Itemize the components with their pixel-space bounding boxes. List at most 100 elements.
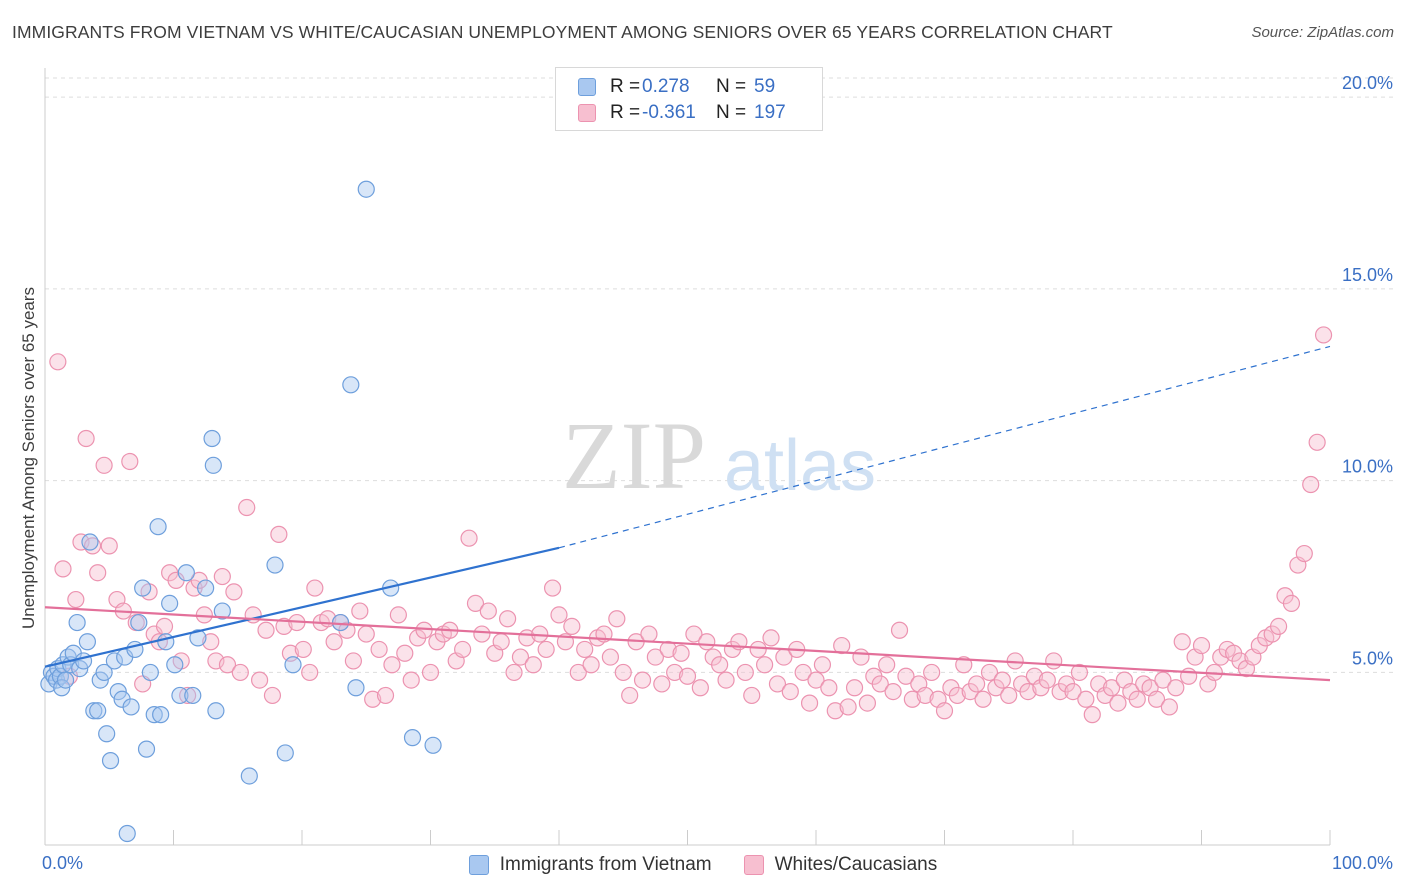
point-whites: [466, 594, 485, 612]
point-vietnam: [166, 656, 184, 674]
r-value: -0.361: [642, 102, 696, 123]
point-whites: [1192, 636, 1211, 655]
point-whites: [460, 529, 478, 547]
watermark-zip: ZIP: [562, 402, 706, 509]
point-whites: [95, 456, 113, 474]
point-whites: [270, 525, 288, 543]
point-whites: [370, 640, 388, 659]
point-whites: [1147, 690, 1166, 708]
r-label: R =: [610, 76, 641, 97]
point-whites: [691, 679, 709, 697]
point-whites: [878, 656, 896, 674]
point-vietnam: [357, 180, 375, 198]
point-whites: [608, 610, 626, 628]
point-vietnam: [157, 633, 175, 651]
point-whites: [781, 682, 799, 701]
point-vietnam: [184, 686, 202, 705]
point-whites: [89, 564, 107, 582]
axes: [44, 68, 1331, 846]
point-vietnam: [240, 767, 258, 785]
point-whites: [717, 671, 735, 689]
point-vietnam: [89, 702, 107, 720]
point-whites: [479, 602, 497, 620]
point-whites: [389, 606, 407, 624]
point-whites: [473, 625, 491, 643]
point-whites: [916, 686, 934, 705]
point-whites: [1038, 671, 1056, 689]
y-tick-label: 15.0%: [1342, 265, 1393, 285]
point-whites: [755, 656, 774, 674]
point-whites: [1064, 682, 1082, 701]
point-vietnam: [137, 740, 156, 758]
point-whites: [813, 656, 832, 674]
point-whites: [67, 590, 85, 609]
point-whites: [582, 656, 600, 674]
point-whites: [1083, 706, 1101, 724]
point-whites: [325, 633, 343, 651]
point-vietnam: [130, 613, 148, 632]
source-label: Source: ZipAtlas.com: [1251, 24, 1394, 41]
point-whites: [659, 640, 677, 659]
y-tick-label: 5.0%: [1352, 648, 1393, 668]
point-whites: [1308, 433, 1326, 451]
point-whites: [749, 640, 767, 659]
point-whites: [820, 679, 838, 697]
point-whites: [839, 698, 857, 716]
point-whites: [1314, 326, 1333, 344]
legend-item-whites[interactable]: Whites/Caucasians: [743, 854, 937, 876]
point-whites: [614, 663, 632, 682]
point-whites: [155, 617, 174, 636]
point-whites: [903, 690, 921, 708]
point-whites: [257, 621, 275, 639]
point-whites: [54, 560, 72, 578]
point-vietnam: [213, 602, 231, 620]
trend-line-vietnam-extrapolated: [558, 345, 1331, 549]
point-vietnam: [207, 702, 225, 720]
series-whites-caucasians: [49, 326, 1333, 724]
point-vietnam: [266, 556, 284, 574]
point-whites: [492, 633, 510, 651]
point-whites: [621, 686, 639, 705]
point-vietnam: [105, 652, 123, 670]
point-whites: [550, 606, 568, 624]
point-vietnam: [171, 686, 189, 705]
point-whites: [1070, 663, 1089, 682]
point-whites: [1128, 690, 1146, 708]
point-vietnam: [149, 518, 167, 536]
point-whites: [364, 690, 382, 708]
point-whites: [231, 663, 249, 682]
point-whites: [1000, 686, 1018, 705]
legend-row-whites: R = -0.361 N = 197: [578, 101, 786, 125]
point-whites: [884, 682, 902, 701]
grid-lines: [45, 77, 1395, 673]
point-whites: [402, 671, 420, 689]
point-whites: [1160, 698, 1178, 716]
point-vietnam: [276, 744, 294, 762]
point-whites: [344, 652, 362, 670]
point-vietnam: [118, 824, 136, 843]
point-whites: [250, 671, 269, 689]
point-whites: [743, 686, 761, 705]
point-vietnam: [203, 429, 221, 448]
point-vietnam: [141, 663, 159, 682]
point-whites: [768, 675, 787, 693]
point-vietnam: [189, 629, 207, 647]
series-legend: Immigrants from Vietnam Whites/Caucasian…: [0, 851, 1406, 879]
point-whites: [301, 663, 319, 682]
point-whites: [852, 648, 870, 666]
point-whites: [306, 579, 324, 597]
point-whites: [678, 667, 697, 685]
point-vietnam: [347, 679, 365, 697]
point-vietnam: [68, 613, 86, 632]
watermark: ZIP atlas: [562, 402, 876, 509]
point-whites: [576, 640, 594, 659]
trend-lines: [44, 345, 1331, 682]
legend-item-vietnam[interactable]: Immigrants from Vietnam: [468, 854, 712, 876]
point-whites: [685, 625, 703, 643]
y-tick-label: 20.0%: [1342, 73, 1393, 93]
point-vietnam: [177, 564, 195, 582]
point-whites: [1302, 475, 1320, 494]
point-whites: [653, 675, 671, 693]
point-whites: [974, 690, 992, 708]
point-whites: [948, 686, 966, 705]
